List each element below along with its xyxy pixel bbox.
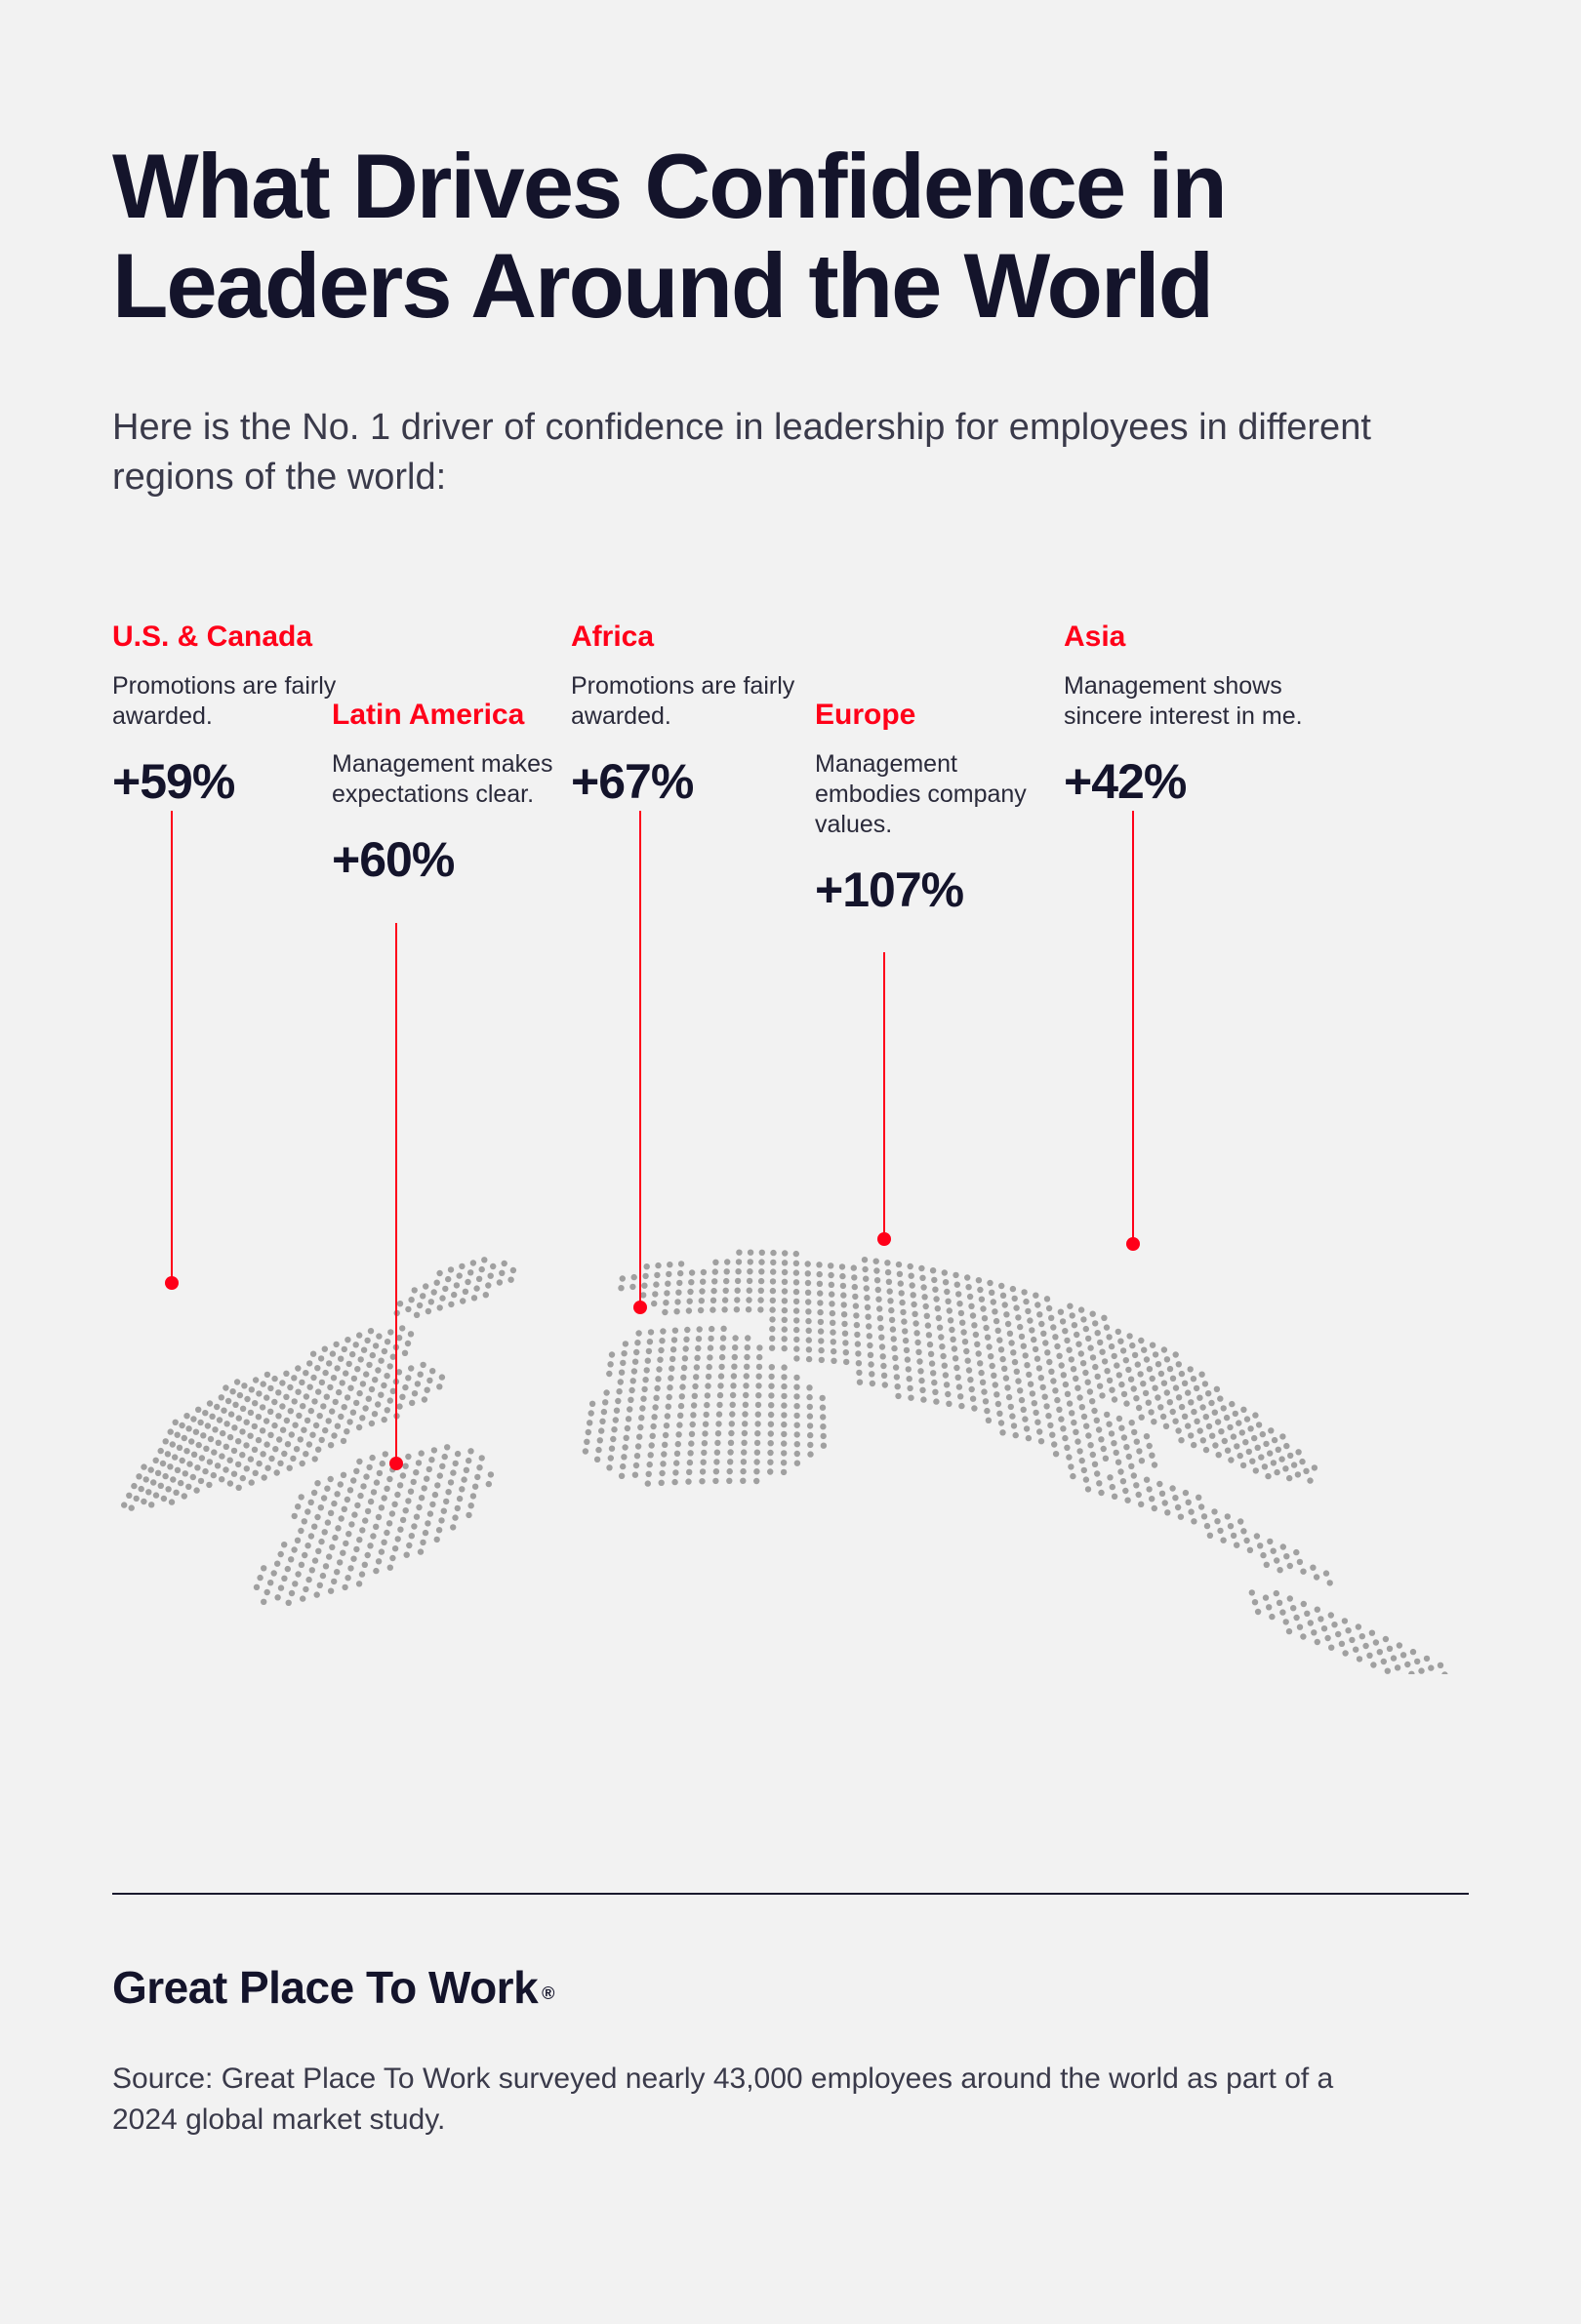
page-root: What Drives Confidence in Leaders Around…: [0, 0, 1581, 2324]
footer-divider: [112, 1893, 1469, 1895]
page-subtitle: Here is the No. 1 driver of confidence i…: [112, 403, 1381, 503]
region-name: Europe: [815, 699, 1069, 732]
region-value: +67%: [571, 753, 825, 810]
region-block: Asia Management shows sincere interest in…: [1064, 621, 1318, 811]
region-name: U.S. & Canada: [112, 621, 366, 654]
leader-line: [639, 811, 641, 1308]
region-name: Latin America: [332, 699, 586, 732]
world-map: [112, 1167, 1469, 1674]
page-title: What Drives Confidence in Leaders Around…: [112, 137, 1283, 335]
leader-dot-icon: [389, 1457, 403, 1470]
region-name: Asia: [1064, 621, 1318, 654]
leader-dot-icon: [165, 1276, 179, 1290]
region-block: Africa Promotions are fairly awarded. +67%: [571, 621, 825, 811]
region-block: Latin America Management makes expectatio…: [332, 699, 586, 889]
leader-line: [171, 811, 173, 1284]
region-value: +107%: [815, 861, 1069, 918]
leader-line: [395, 923, 397, 1464]
region-block: U.S. & Canada Promotions are fairly award…: [112, 621, 366, 811]
brand-logo: Great Place To Work®: [112, 1961, 554, 2014]
region-driver-text: Management makes expectations clear.: [332, 749, 586, 811]
leader-dot-icon: [633, 1301, 647, 1314]
region-driver-text: Promotions are fairly awarded.: [112, 671, 366, 733]
region-value: +60%: [332, 831, 586, 888]
leader-line: [1132, 811, 1134, 1245]
region-driver-text: Management shows sincere interest in me.: [1064, 671, 1318, 733]
source-text: Source: Great Place To Work surveyed nea…: [112, 2059, 1342, 2141]
registered-mark: ®: [542, 1983, 554, 2003]
leader-dot-icon: [877, 1232, 891, 1246]
regions-area: U.S. & Canada Promotions are fairly award…: [112, 621, 1469, 1694]
brand-logo-text: Great Place To Work: [112, 1962, 538, 2013]
region-name: Africa: [571, 621, 825, 654]
region-block: Europe Management embodies company values…: [815, 699, 1069, 919]
leader-dot-icon: [1126, 1237, 1140, 1251]
region-value: +42%: [1064, 753, 1318, 810]
leader-line: [883, 952, 885, 1240]
region-value: +59%: [112, 753, 366, 810]
region-driver-text: Promotions are fairly awarded.: [571, 671, 825, 733]
region-driver-text: Management embodies company values.: [815, 749, 1069, 841]
